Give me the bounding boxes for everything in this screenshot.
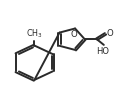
Text: HO: HO (96, 47, 109, 56)
Text: O: O (71, 30, 77, 39)
Text: CH$_3$: CH$_3$ (26, 28, 43, 40)
Text: O: O (106, 29, 113, 38)
